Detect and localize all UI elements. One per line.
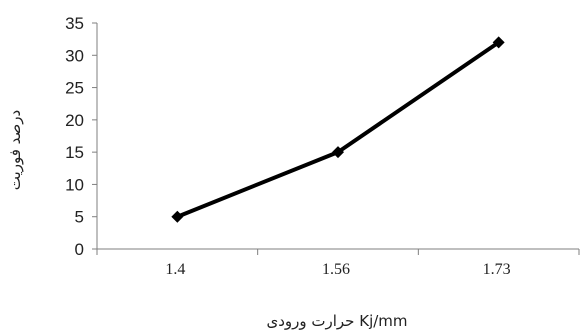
series bbox=[171, 36, 505, 223]
x-tick-label: 1.4 bbox=[165, 261, 185, 278]
x-tick-label: 1.56 bbox=[322, 261, 350, 278]
y-tick-label: 30 bbox=[65, 46, 84, 65]
y-tick-label: 25 bbox=[65, 79, 84, 98]
y-tick-label: 20 bbox=[65, 111, 84, 130]
x-tick-label: 1.73 bbox=[483, 261, 511, 278]
y-axis-ticks: 0 5 10 15 20 25 30 35 bbox=[65, 14, 97, 259]
series-line bbox=[176, 40, 500, 219]
y-tick-label: 15 bbox=[65, 143, 84, 162]
y-tick-label: 35 bbox=[65, 14, 84, 33]
y-tick-label: 0 bbox=[75, 240, 84, 259]
y-axis-label: درصد فوریت bbox=[6, 110, 24, 190]
y-tick-label: 5 bbox=[75, 208, 84, 227]
y-tick-label: 10 bbox=[65, 175, 84, 194]
data-point-marker bbox=[332, 146, 344, 159]
data-point-marker bbox=[171, 210, 184, 223]
x-axis-ticks: 1.4 1.56 1.73 bbox=[96, 249, 580, 278]
data-point-marker bbox=[492, 36, 505, 49]
axes bbox=[96, 23, 579, 250]
x-axis-label: حرارت ورودی Kj/mm bbox=[266, 312, 407, 330]
